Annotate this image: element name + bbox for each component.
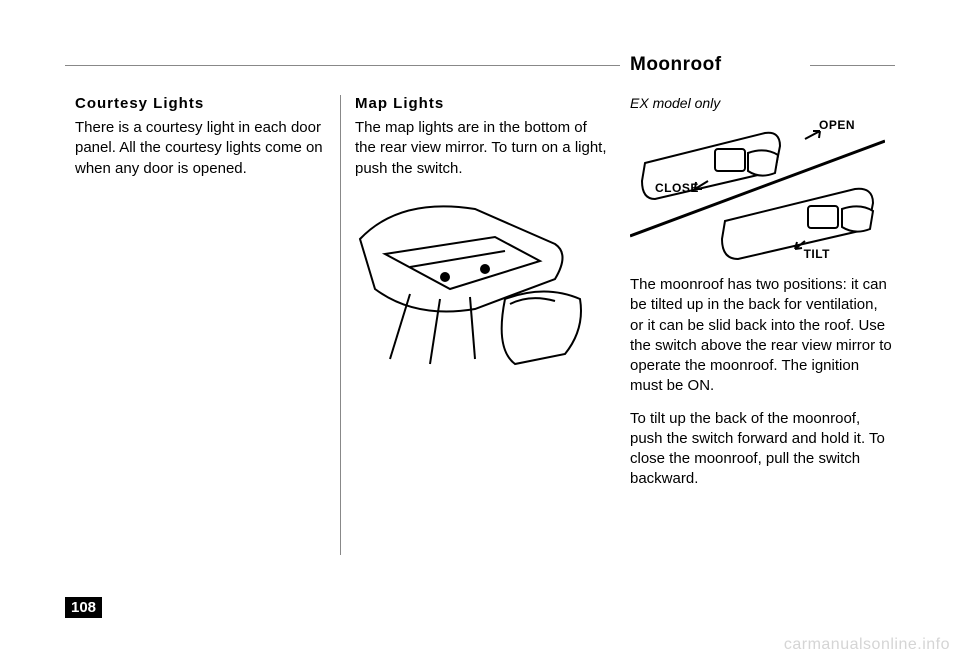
column-courtesy-lights: Courtesy Lights There is a courtesy ligh… [75, 95, 330, 179]
section-title: Moonroof [630, 54, 722, 76]
column-moonroof: EX model only OPEN CLOSE TILT [630, 95, 895, 502]
top-rule-left [65, 65, 620, 66]
body-map: The map lights are in the bottom of the … [355, 118, 610, 179]
moonroof-p1: The moonroof has two positions: it can b… [630, 275, 895, 397]
model-note: EX model only [630, 95, 895, 111]
map-lights-illustration [355, 189, 590, 369]
page-number: 108 [65, 597, 102, 618]
column-map-lights: Map Lights The map lights are in the bot… [355, 95, 610, 369]
heading-map: Map Lights [355, 95, 610, 112]
label-close: CLOSE [655, 181, 699, 195]
moonroof-p2: To tilt up the back of the moonroof, pus… [630, 409, 895, 490]
watermark: carmanualsonline.info [784, 636, 950, 654]
top-rule-right [810, 65, 895, 66]
label-tilt: TILT [804, 247, 830, 261]
label-open: OPEN [819, 118, 855, 132]
moonroof-illustration: OPEN CLOSE TILT [630, 121, 885, 261]
column-divider [340, 95, 341, 555]
heading-courtesy: Courtesy Lights [75, 95, 330, 112]
body-courtesy: There is a courtesy light in each door p… [75, 118, 330, 179]
page-content: Moonroof Courtesy Lights There is a cour… [65, 65, 895, 595]
